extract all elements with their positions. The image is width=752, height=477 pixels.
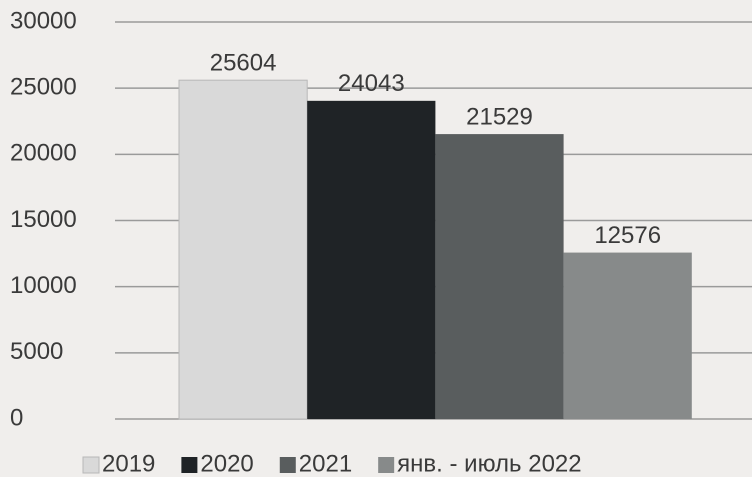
bar — [307, 100, 436, 419]
legend-swatch — [378, 457, 395, 473]
bar — [435, 134, 564, 420]
legend-swatch — [82, 456, 100, 474]
y-tick-label: 25000 — [10, 74, 77, 101]
y-tick-label: 15000 — [10, 206, 77, 233]
legend-swatch — [181, 457, 198, 473]
y-tick-label: 20000 — [10, 140, 77, 167]
y-tick-label: 10000 — [10, 272, 77, 299]
bar — [178, 79, 308, 420]
legend-label: 2019 — [102, 450, 155, 477]
y-tick-label: 0 — [10, 404, 23, 431]
data-label: 25604 — [210, 50, 277, 77]
y-tick-label: 5000 — [10, 338, 63, 365]
legend-label: 2020 — [200, 450, 253, 477]
y-tick-label: 30000 — [10, 7, 77, 34]
data-label: 24043 — [338, 70, 405, 97]
data-label: 12576 — [594, 222, 661, 249]
data-label: 21529 — [466, 103, 533, 130]
legend-label: янв. - июль 2022 — [397, 450, 581, 477]
legend-swatch — [279, 457, 296, 473]
bar — [563, 252, 692, 419]
legend-label: 2021 — [299, 450, 352, 477]
